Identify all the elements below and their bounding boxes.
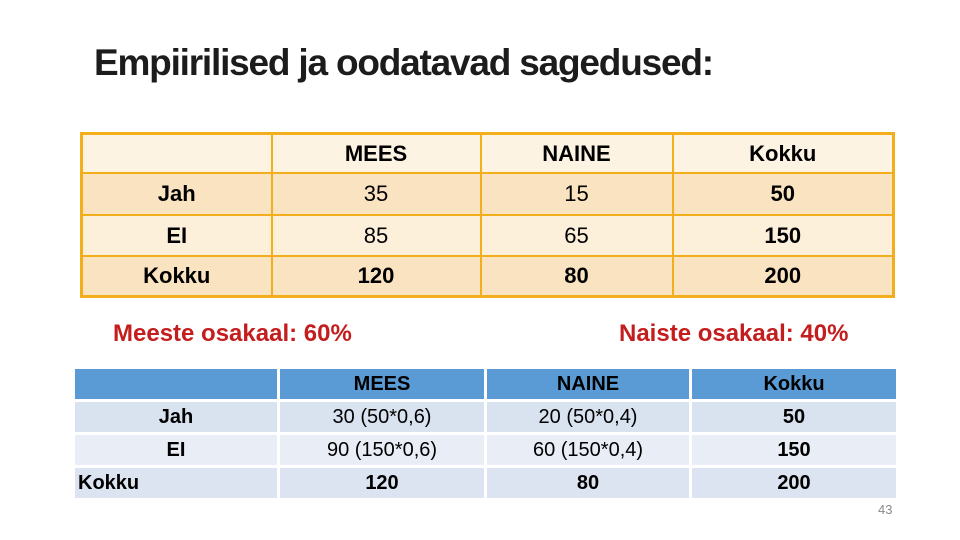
table-cell: 30 (50*0,6) xyxy=(277,399,487,435)
observed-header-empty xyxy=(80,132,273,174)
expected-header-mees: MEES xyxy=(277,366,487,402)
table-cell: 200 xyxy=(671,255,895,298)
observed-header-naine: NAINE xyxy=(479,132,674,174)
observed-row-jah: Jah 35 15 50 xyxy=(80,172,895,216)
table-cell: 120 xyxy=(270,255,482,298)
row-label: EI xyxy=(80,214,273,257)
table-cell: 80 xyxy=(484,465,692,501)
table-cell: 60 (150*0,4) xyxy=(484,432,692,468)
expected-frequencies-table: MEES NAINE Kokku Jah 30 (50*0,6) 20 (50*… xyxy=(72,366,899,501)
women-share-label: Naiste osakaal: 40% xyxy=(619,320,849,347)
observed-frequencies-table: MEES NAINE Kokku Jah 35 15 50 EI 85 65 1… xyxy=(80,132,895,298)
table-cell: 150 xyxy=(689,432,899,468)
page-number: 43 xyxy=(878,502,893,517)
observed-row-kokku: Kokku 120 80 200 xyxy=(80,255,895,298)
table-cell: 200 xyxy=(689,465,899,501)
table-cell: 50 xyxy=(689,399,899,435)
table-cell: 15 xyxy=(479,172,674,216)
expected-header-row: MEES NAINE Kokku xyxy=(72,366,899,402)
expected-header-kokku: Kokku xyxy=(689,366,899,402)
row-label: Kokku xyxy=(80,255,273,298)
table-cell: 50 xyxy=(671,172,895,216)
observed-header-mees: MEES xyxy=(270,132,482,174)
table-cell: 85 xyxy=(270,214,482,257)
row-label: Jah xyxy=(72,399,280,435)
table-cell: 65 xyxy=(479,214,674,257)
slide-title: Empiirilised ja oodatavad sagedused: xyxy=(94,42,714,83)
row-label: Kokku xyxy=(72,465,280,501)
observed-header-kokku: Kokku xyxy=(671,132,895,174)
row-label: Jah xyxy=(80,172,273,216)
table-cell: 90 (150*0,6) xyxy=(277,432,487,468)
expected-row-jah: Jah 30 (50*0,6) 20 (50*0,4) 50 xyxy=(72,399,899,435)
expected-row-ei: EI 90 (150*0,6) 60 (150*0,4) 150 xyxy=(72,432,899,468)
expected-row-kokku: Kokku 120 80 200 xyxy=(72,465,899,501)
table-cell: 120 xyxy=(277,465,487,501)
table-cell: 80 xyxy=(479,255,674,298)
table-cell: 35 xyxy=(270,172,482,216)
expected-header-naine: NAINE xyxy=(484,366,692,402)
table-cell: 20 (50*0,4) xyxy=(484,399,692,435)
expected-header-empty xyxy=(72,366,280,402)
table-cell: 150 xyxy=(671,214,895,257)
observed-row-ei: EI 85 65 150 xyxy=(80,214,895,257)
observed-header-row: MEES NAINE Kokku xyxy=(80,132,895,174)
row-label: EI xyxy=(72,432,280,468)
men-share-label: Meeste osakaal: 60% xyxy=(113,320,352,347)
